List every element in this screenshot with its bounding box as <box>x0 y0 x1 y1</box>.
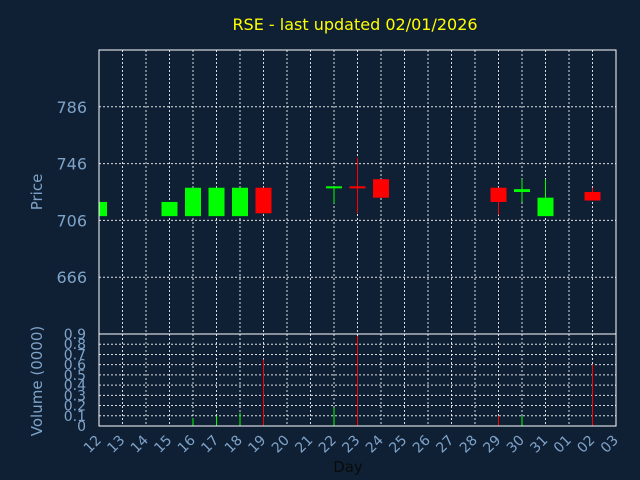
chart-title: RSE - last updated 02/01/2026 <box>232 15 477 34</box>
candle-body <box>255 187 272 214</box>
price-tick-label: 706 <box>56 211 87 230</box>
volume-tick-label: 0.7 <box>64 347 86 363</box>
candle <box>584 187 601 201</box>
candle <box>326 186 342 204</box>
candle-body <box>326 186 342 189</box>
volume-plot-frame <box>98 333 617 427</box>
candle-body <box>99 201 107 217</box>
volume-tick-label: 0.5 <box>64 368 86 384</box>
volume-tick-label: 0.2 <box>64 399 86 415</box>
volume-tick-label: 0.4 <box>64 378 86 394</box>
candle-body <box>537 197 554 217</box>
candle <box>232 187 248 217</box>
price-candles <box>98 157 601 217</box>
price-tick-label: 786 <box>56 98 87 117</box>
day-axis-ticks: 12 13 14 15 16 17 18 19 20 21 22 23 24 25 26 27 28 29 30 31… <box>81 432 622 456</box>
volume-tick-label: 0.8 <box>64 337 86 353</box>
candle-body <box>490 187 507 202</box>
volume-tick-label: 0.6 <box>64 358 86 374</box>
candle-body <box>208 187 225 217</box>
price-axis-ticks: 666 706 746 786 <box>56 98 87 287</box>
candle-body <box>232 187 248 217</box>
day-axis-label: Day <box>333 458 363 476</box>
candle-body <box>584 192 601 201</box>
candle <box>373 179 389 198</box>
volume-axis-ticks: 00.10.20.30.40.50.60.70.80.9 <box>64 327 86 435</box>
volume-tick-label: 0.3 <box>64 388 86 404</box>
candle <box>490 187 507 215</box>
price-tick-label: 746 <box>56 155 87 174</box>
candle-body <box>373 179 389 198</box>
candle <box>161 201 178 217</box>
candle <box>98 201 107 217</box>
volume-bars <box>192 336 593 426</box>
candle-body <box>185 187 201 217</box>
candle <box>537 179 554 217</box>
volume-tick-label: 0.1 <box>64 409 86 425</box>
candle <box>514 179 530 202</box>
volume-tick-label: 0 <box>77 419 86 435</box>
candle-body <box>514 189 530 192</box>
price-tick-label: 666 <box>56 268 87 287</box>
candle-body <box>349 186 366 189</box>
price-axis-label: Price <box>28 174 46 211</box>
volume-tick-label: 0.9 <box>64 327 86 343</box>
volume-axis-label: Volume (0000) <box>28 326 46 436</box>
candle <box>208 187 225 217</box>
candle-body <box>161 201 178 217</box>
candle <box>185 187 201 217</box>
candle <box>349 157 366 214</box>
candle <box>255 187 272 214</box>
